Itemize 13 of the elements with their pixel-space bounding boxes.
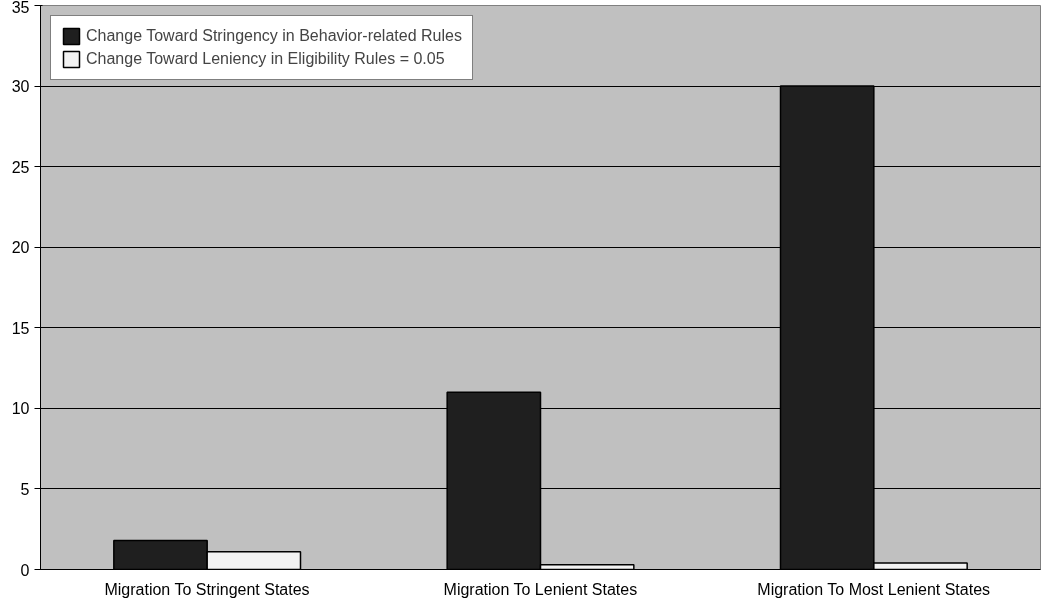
y-tick-label: 30: [11, 78, 30, 96]
x-tick-label: Migration To Stringent States: [104, 580, 310, 598]
legend-label: Change Toward Leniency in Eligibility Rules = 0.05: [86, 50, 445, 68]
y-tick-label: 25: [11, 158, 30, 176]
x-tick-label: Migration To Lenient States: [443, 580, 638, 598]
legend-label: Change Toward Stringency in Behavior-related Rules: [86, 27, 462, 45]
x-tick-label: Migration To Most Lenient States: [757, 580, 991, 598]
y-tick-label: 10: [11, 400, 30, 418]
y-tick-label: 20: [11, 239, 30, 257]
y-tick-label: 5: [20, 480, 30, 498]
y-tick-label: 35: [11, 0, 30, 16]
y-tick-label: 15: [11, 319, 30, 337]
y-tick-label: 0: [20, 561, 30, 579]
